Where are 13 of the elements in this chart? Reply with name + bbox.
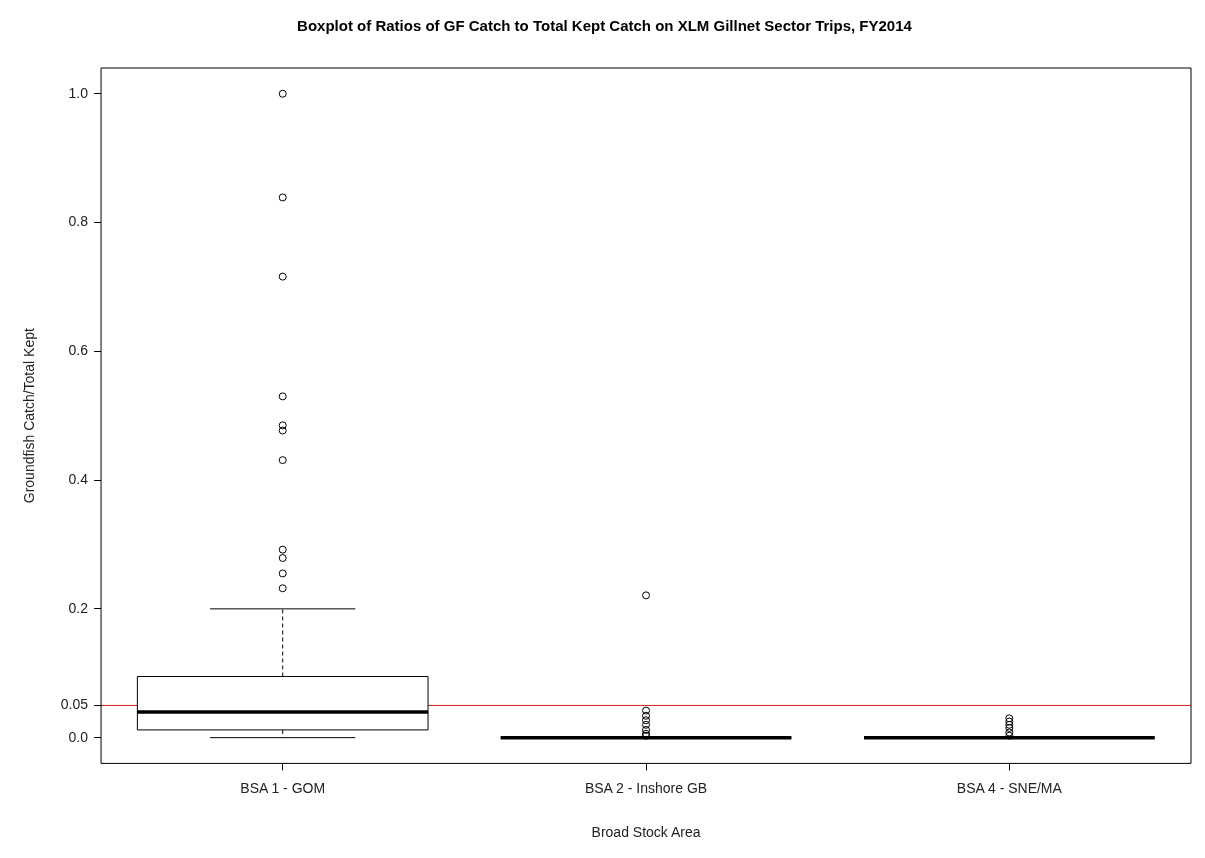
y-tick-label: 0.0 — [68, 728, 89, 745]
x-tick-label: BSA 1 - GOM — [240, 779, 326, 796]
y-tick-label: 0.2 — [68, 599, 89, 616]
x-tick-label: BSA 2 - Inshore GB — [584, 779, 708, 796]
x-axis-title: Broad Stock Area — [591, 824, 701, 841]
x-tick-label: BSA 4 - SNE/MA — [956, 779, 1063, 796]
y-axis-title: Groundfish Catch/Total Kept — [21, 328, 38, 504]
y-tick-label: 0.4 — [68, 470, 89, 487]
y-tick-label: 0.6 — [68, 342, 89, 359]
y-tick-label: 0.05 — [60, 696, 89, 713]
y-tick-label: 1.0 — [68, 84, 89, 101]
chart-title: Boxplot of Ratios of GF Catch to Total Kept Catch on XLM Gillnet Sector Trips, FY2014 — [297, 17, 913, 35]
y-tick-label: 0.8 — [68, 213, 89, 230]
